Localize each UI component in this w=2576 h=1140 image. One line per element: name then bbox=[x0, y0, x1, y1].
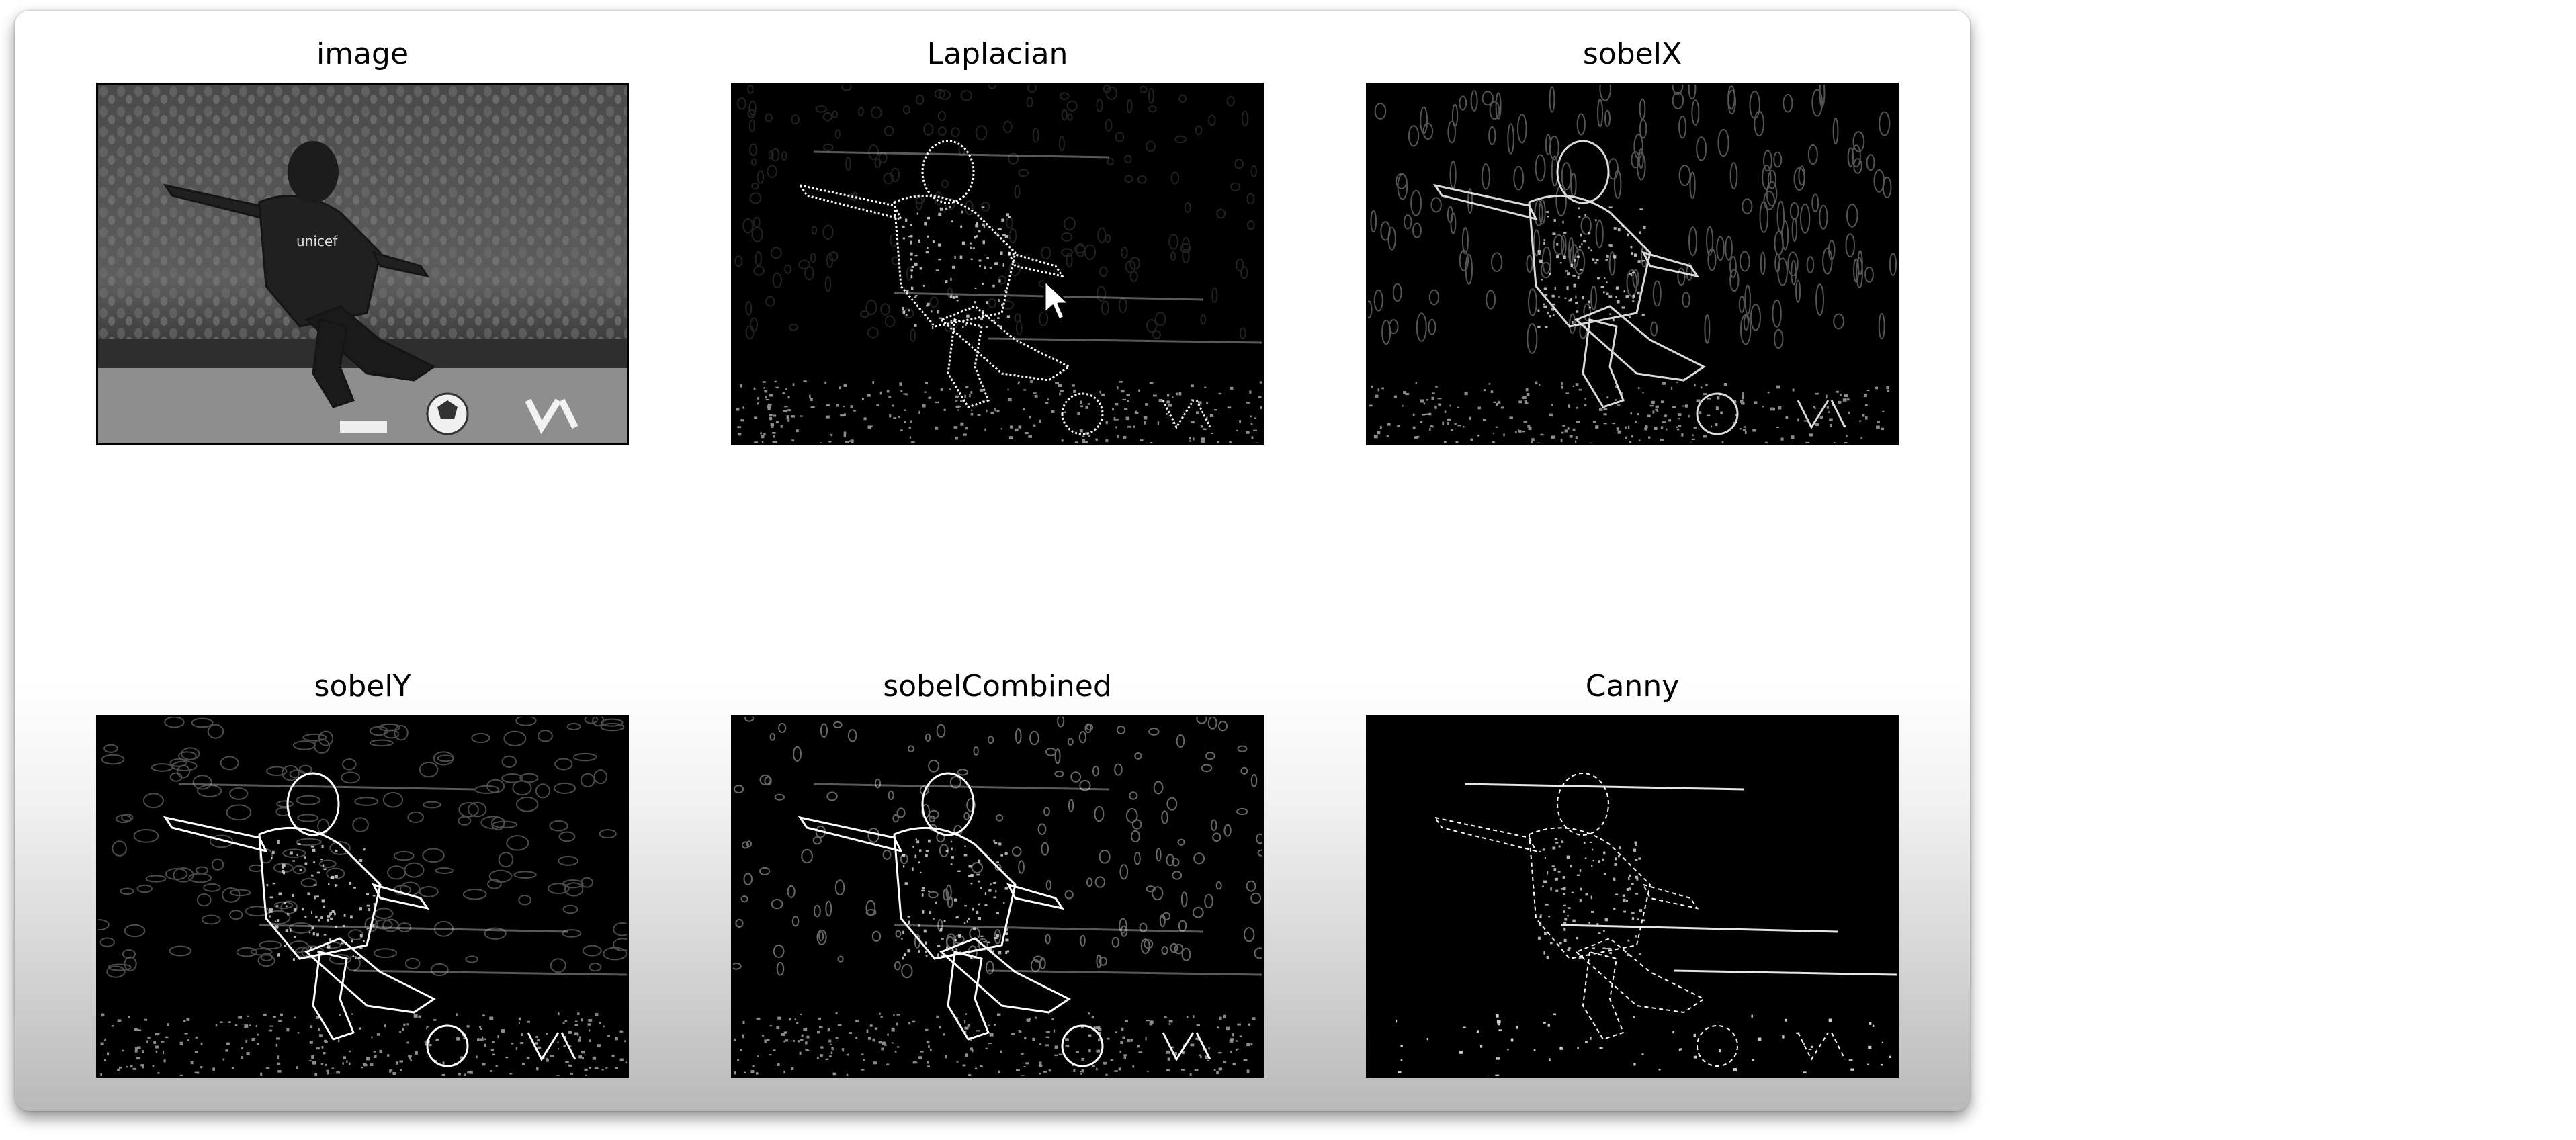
subplot-canny: Canny bbox=[1366, 669, 1899, 1078]
image-panel-canny bbox=[1366, 715, 1899, 1078]
subplot-title: sobelX bbox=[1582, 37, 1682, 71]
jersey-text: unicef bbox=[296, 233, 338, 249]
subplot-image: image bbox=[96, 37, 629, 445]
subplot-title: Laplacian bbox=[927, 37, 1068, 71]
subplot-title: sobelY bbox=[314, 669, 411, 703]
image-panel-laplacian bbox=[731, 83, 1264, 445]
subplot-sobelx: sobelX bbox=[1366, 37, 1899, 445]
subplot-title: sobelCombined bbox=[883, 669, 1112, 703]
subplot-title: Canny bbox=[1585, 669, 1680, 703]
image-panel-sobelx bbox=[1366, 83, 1899, 445]
figure-window: image bbox=[15, 11, 1970, 1111]
subplot-laplacian: Laplacian bbox=[731, 37, 1264, 445]
image-panel-sobely bbox=[96, 715, 629, 1078]
image-panel-sobelcombined bbox=[731, 715, 1264, 1078]
subplot-sobelcombined: sobelCombined bbox=[731, 669, 1264, 1078]
subplot-sobely: sobelY bbox=[96, 669, 629, 1078]
subplot-title: image bbox=[316, 37, 409, 71]
image-panel-grayscale: unicef bbox=[96, 83, 629, 445]
mouse-pointer-icon bbox=[1043, 279, 1070, 321]
